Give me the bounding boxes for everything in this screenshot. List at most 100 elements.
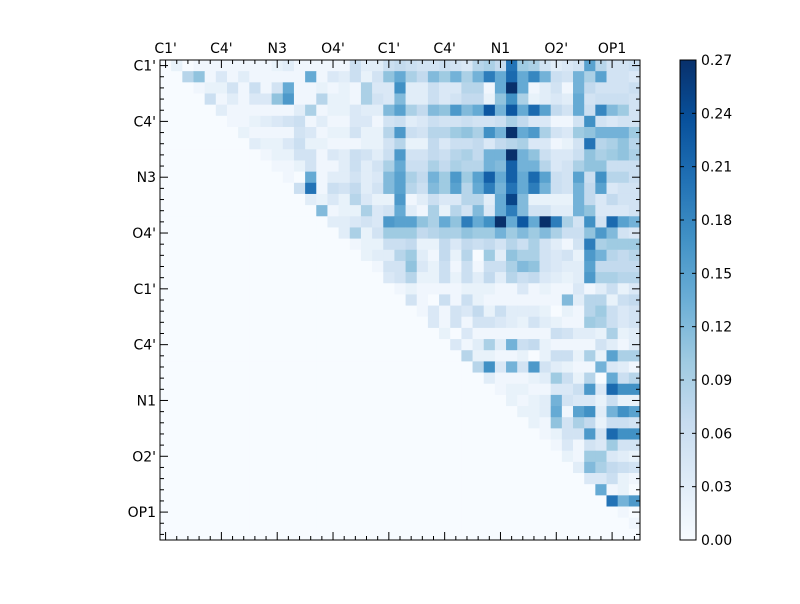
heatmap-cell [494, 461, 507, 474]
heatmap-cell [461, 294, 473, 306]
heatmap-cell [372, 361, 384, 373]
heatmap-cell [316, 528, 328, 541]
heatmap-cell [383, 126, 395, 139]
heatmap-cell [271, 372, 284, 385]
heatmap-cell [528, 484, 540, 496]
heatmap-cell [461, 450, 473, 463]
heatmap-cell [338, 417, 351, 429]
heatmap-cell [372, 227, 384, 239]
heatmap-cell [204, 428, 217, 440]
heatmap-cell [327, 316, 339, 329]
heatmap-cell [282, 138, 295, 150]
heatmap-cell [249, 495, 261, 507]
heatmap-cell [394, 126, 406, 139]
colorbar-tick-label: 0.27 [701, 53, 732, 69]
heatmap-cell [405, 216, 418, 228]
heatmap-cell [316, 272, 328, 284]
heatmap-cell [360, 305, 373, 318]
heatmap-cell [182, 339, 194, 351]
heatmap-cell [349, 450, 362, 463]
heatmap-cell [595, 350, 607, 362]
heatmap-cell [327, 350, 339, 362]
heatmap-cell [160, 249, 172, 262]
heatmap-cell [606, 294, 619, 306]
heatmap-cell [494, 149, 507, 161]
heatmap-cell [316, 450, 328, 463]
heatmap-cell [539, 316, 552, 329]
heatmap-cell [494, 160, 507, 173]
heatmap-cell [316, 171, 328, 184]
heatmap-cell [305, 305, 317, 318]
heatmap-cell [282, 428, 295, 440]
heatmap-cell [316, 205, 328, 217]
heatmap-cell [584, 104, 596, 117]
heatmap-cell [271, 115, 284, 128]
heatmap-cell [461, 484, 473, 496]
heatmap-cell [461, 417, 473, 429]
heatmap-cell [360, 227, 373, 239]
heatmap-cell [506, 115, 518, 128]
heatmap-cell [606, 260, 619, 273]
heatmap-cell [461, 428, 473, 440]
heatmap-cell [606, 104, 619, 117]
heatmap-cell [372, 138, 384, 150]
heatmap-cell [249, 461, 261, 474]
heatmap-cell [383, 82, 395, 94]
heatmap-cell [215, 428, 228, 440]
colorbar [679, 59, 697, 541]
heatmap-cell [461, 506, 473, 519]
heatmap-cell [595, 473, 607, 485]
heatmap-cell [539, 249, 552, 262]
heatmap-cell [494, 272, 507, 284]
heatmap-cell [226, 305, 239, 318]
heatmap-cell [238, 327, 250, 340]
heatmap-cell [238, 227, 250, 239]
heatmap-cell [349, 82, 362, 94]
heatmap-cell [226, 339, 239, 351]
heatmap-cell [372, 450, 384, 463]
heatmap-cell [439, 339, 451, 351]
heatmap-cell [215, 104, 228, 117]
heatmap-cell [215, 339, 228, 351]
heatmap-cell [271, 104, 284, 117]
heatmap-cell [506, 138, 518, 150]
heatmap-cell [293, 495, 306, 507]
heatmap-cell [360, 484, 373, 496]
heatmap-cell [383, 417, 395, 429]
heatmap-cell [338, 316, 351, 329]
heatmap-cell [561, 383, 574, 396]
heatmap-cell [383, 104, 395, 117]
heatmap-cell [483, 93, 496, 106]
heatmap-cell [584, 506, 596, 519]
heatmap-cell [293, 417, 306, 429]
heatmap-cell [394, 528, 406, 541]
heatmap-cell [316, 93, 328, 106]
heatmap-cell [316, 115, 328, 128]
heatmap-cell [472, 82, 485, 94]
heatmap-cell [260, 93, 273, 106]
heatmap-cell [204, 528, 217, 541]
heatmap-cell [450, 361, 462, 373]
heatmap-cell [394, 238, 406, 251]
heatmap-cell [249, 283, 261, 295]
heatmap-cell [427, 461, 440, 474]
heatmap-cell [260, 528, 273, 541]
heatmap-cell [405, 350, 418, 362]
heatmap-cell [271, 327, 284, 340]
heatmap-cell [494, 71, 507, 83]
heatmap-cell [293, 506, 306, 519]
heatmap-cell [483, 227, 496, 239]
heatmap-cell [360, 171, 373, 184]
heatmap-cell [372, 406, 384, 418]
heatmap-cell [561, 238, 574, 251]
heatmap-cell [260, 350, 273, 362]
heatmap-cell [405, 193, 418, 206]
heatmap-cell [450, 104, 462, 117]
heatmap-cell [394, 104, 406, 117]
heatmap-cell [238, 93, 250, 106]
heatmap-cell [517, 294, 529, 306]
heatmap-cell [360, 461, 373, 474]
heatmap-cell [226, 216, 239, 228]
heatmap-cell [226, 450, 239, 463]
heatmap-cell [293, 138, 306, 150]
